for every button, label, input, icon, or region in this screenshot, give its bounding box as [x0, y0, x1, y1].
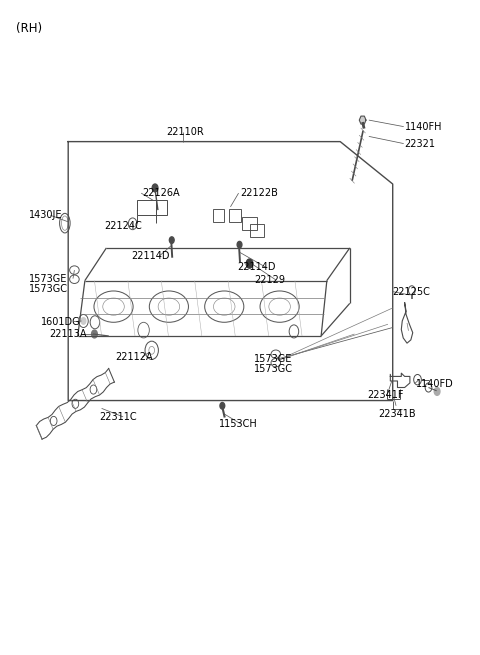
Text: 1573GC: 1573GC — [29, 284, 68, 294]
Text: 22112A: 22112A — [115, 352, 153, 362]
Text: 22341B: 22341B — [378, 409, 416, 419]
Text: 22126A: 22126A — [142, 188, 180, 198]
Bar — [156, 200, 168, 215]
Bar — [213, 210, 225, 223]
Text: (RH): (RH) — [16, 22, 42, 35]
Text: 22110R: 22110R — [166, 127, 204, 137]
Text: 22113A: 22113A — [49, 329, 86, 339]
Text: 1140FD: 1140FD — [416, 379, 454, 388]
Text: 1573GE: 1573GE — [29, 274, 68, 284]
Text: 1601DG: 1601DG — [41, 316, 81, 327]
Text: 22129: 22129 — [254, 275, 285, 285]
Circle shape — [152, 184, 158, 192]
Circle shape — [246, 259, 253, 268]
Text: 22125C: 22125C — [393, 287, 431, 297]
Text: 1430JE: 1430JE — [29, 210, 62, 220]
Text: 22341F: 22341F — [367, 390, 404, 400]
Text: 1573GC: 1573GC — [254, 364, 293, 374]
Circle shape — [220, 403, 225, 409]
Bar — [229, 210, 241, 223]
Bar — [242, 217, 257, 230]
Text: 22114D: 22114D — [238, 263, 276, 272]
Text: 1153CH: 1153CH — [218, 419, 257, 429]
Circle shape — [169, 237, 174, 244]
Bar — [137, 200, 156, 215]
Polygon shape — [360, 116, 366, 124]
Text: 22311C: 22311C — [99, 412, 137, 422]
Text: 1573GE: 1573GE — [254, 354, 293, 364]
Bar — [250, 225, 264, 238]
Circle shape — [434, 388, 440, 396]
Text: 22122B: 22122B — [240, 188, 278, 198]
Text: 22124C: 22124C — [104, 221, 142, 231]
Circle shape — [81, 318, 86, 324]
Circle shape — [92, 330, 97, 338]
Text: 22114D: 22114D — [131, 252, 170, 261]
Text: 1140FH: 1140FH — [405, 122, 442, 132]
Text: 22321: 22321 — [405, 139, 436, 149]
Circle shape — [237, 242, 242, 248]
